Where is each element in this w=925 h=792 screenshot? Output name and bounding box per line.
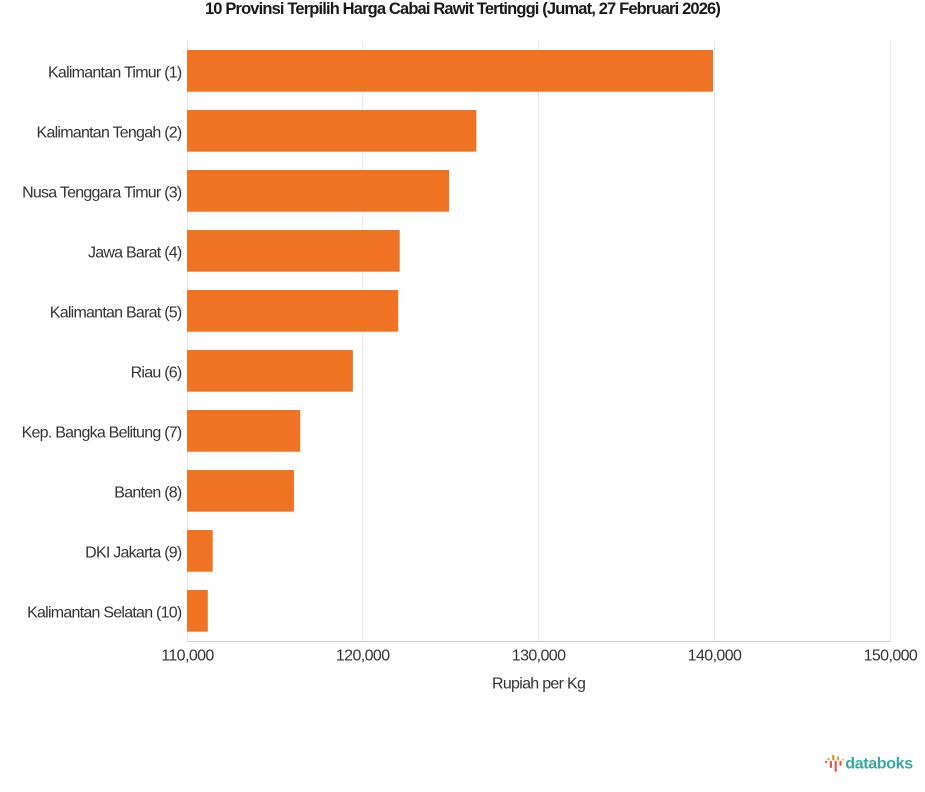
svg-text:Kalimantan Timur (1): Kalimantan Timur (1)	[48, 64, 182, 81]
svg-text:databoks: databoks	[845, 756, 913, 773]
svg-text:Banten (8): Banten (8)	[114, 484, 182, 501]
svg-text:Kalimantan Selatan (10): Kalimantan Selatan (10)	[27, 604, 182, 621]
svg-text:140,000: 140,000	[688, 648, 742, 665]
svg-text:150,000: 150,000	[864, 648, 918, 665]
svg-text:Nusa Tenggara Timur (3): Nusa Tenggara Timur (3)	[22, 184, 182, 201]
svg-text:Kalimantan Tengah (2): Kalimantan Tengah (2)	[37, 124, 182, 141]
svg-text:DKI Jakarta (9): DKI Jakarta (9)	[85, 544, 182, 561]
svg-text:Kep. Bangka Belitung (7): Kep. Bangka Belitung (7)	[22, 424, 182, 441]
svg-text:10 Provinsi Terpilih Harga Cab: 10 Provinsi Terpilih Harga Cabai Rawit T…	[205, 0, 720, 18]
svg-text:Rupiah per Kg: Rupiah per Kg	[492, 676, 585, 693]
svg-text:120,000: 120,000	[336, 648, 390, 665]
svg-text:130,000: 130,000	[512, 648, 566, 665]
svg-text:Riau (6): Riau (6)	[131, 364, 182, 381]
svg-text:Kalimantan Barat (5): Kalimantan Barat (5)	[50, 304, 182, 321]
svg-text:Jawa Barat (4): Jawa Barat (4)	[88, 244, 182, 261]
svg-text:110,000: 110,000	[161, 648, 214, 665]
